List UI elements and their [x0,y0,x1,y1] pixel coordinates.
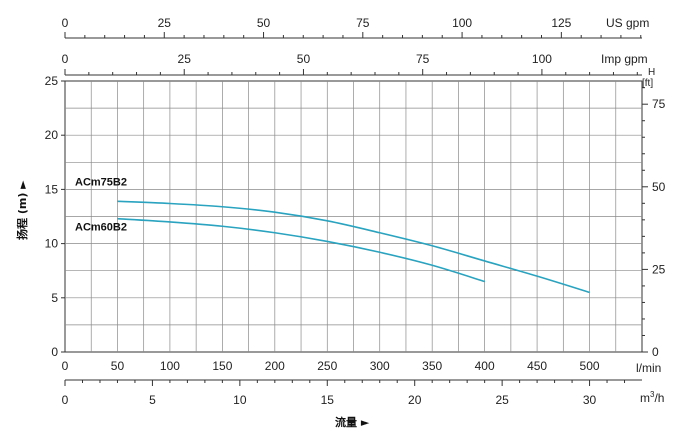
us-gpm-tick-label: 100 [452,16,472,30]
y-tick-label: 10 [45,237,59,251]
series: ACm75B2 ACm60B2 [75,176,590,294]
y-tick-label: 25 [45,74,59,88]
series-line-ACm75B2 [117,200,590,294]
m3h-label-tail: /h [654,391,664,405]
ft-tick-label: 25 [652,262,666,276]
series-line-ACm60B2 [117,217,485,283]
m3h-tick-label: 20 [408,393,422,407]
x-tick-label: 0 [62,359,69,373]
lpm-axis-label: l/min [636,361,661,375]
x-tick-label: 50 [111,359,125,373]
y-tick-label: 5 [51,291,58,305]
imp-gpm-tick-label: 100 [532,52,552,66]
imp-gpm-tick-label: 50 [297,52,311,66]
x-tick-label: 400 [475,359,495,373]
x-tick-label: 350 [422,359,442,373]
ft-tick-label: 75 [652,97,666,111]
grid [64,80,643,353]
imp-gpm-tick-label: 25 [178,52,192,66]
x-tick-label: 450 [527,359,547,373]
ft-axis-label-top: H [648,67,655,78]
us-gpm-axis-label: US gpm [606,16,649,30]
m3h-tick-label: 0 [62,393,69,407]
m3h-tick-label: 10 [233,393,247,407]
imp-gpm-axis-label: Imp gpm [601,52,648,66]
ft-tick-label: 0 [652,345,659,359]
series-label-ACm75B2: ACm75B2 [75,176,127,188]
us-gpm-tick-label: 50 [257,16,271,30]
x-tick-label: 250 [317,359,337,373]
x-tick-label: 150 [212,359,232,373]
m3h-label-main: m [640,391,650,405]
m3h-tick-label: 15 [321,393,335,407]
x-tick-label: 500 [580,359,600,373]
imp-gpm-tick-label: 0 [62,52,69,66]
us-gpm-tick-label: 75 [356,16,370,30]
m3h-label-sup: 3 [650,390,655,399]
us-gpm-tick-label: 25 [158,16,172,30]
m3h-tick-label: 5 [149,393,156,407]
y-axis-title: 扬程 (m) ► [15,180,29,240]
y-tick-label: 20 [45,128,59,142]
series-label-ACm60B2: ACm60B2 [75,222,127,234]
x-tick-label: 200 [265,359,285,373]
m3h-tick-label: 30 [583,393,597,407]
y-tick-label: 0 [51,345,58,359]
x-tick-label: 300 [370,359,390,373]
us-gpm-tick-label: 0 [62,16,69,30]
y-tick-label: 15 [45,182,59,196]
us-gpm-tick-label: 125 [551,16,571,30]
m3h-tick-label: 25 [495,393,509,407]
ft-axis-label-unit: [ft] [642,78,653,89]
x-tick-label: 100 [160,359,180,373]
ft-tick-label: 50 [652,180,666,194]
m3h-axis-label: m3/h [640,390,664,405]
imp-gpm-tick-label: 75 [416,52,430,66]
x-axis-title: 流量 ► [335,415,370,429]
